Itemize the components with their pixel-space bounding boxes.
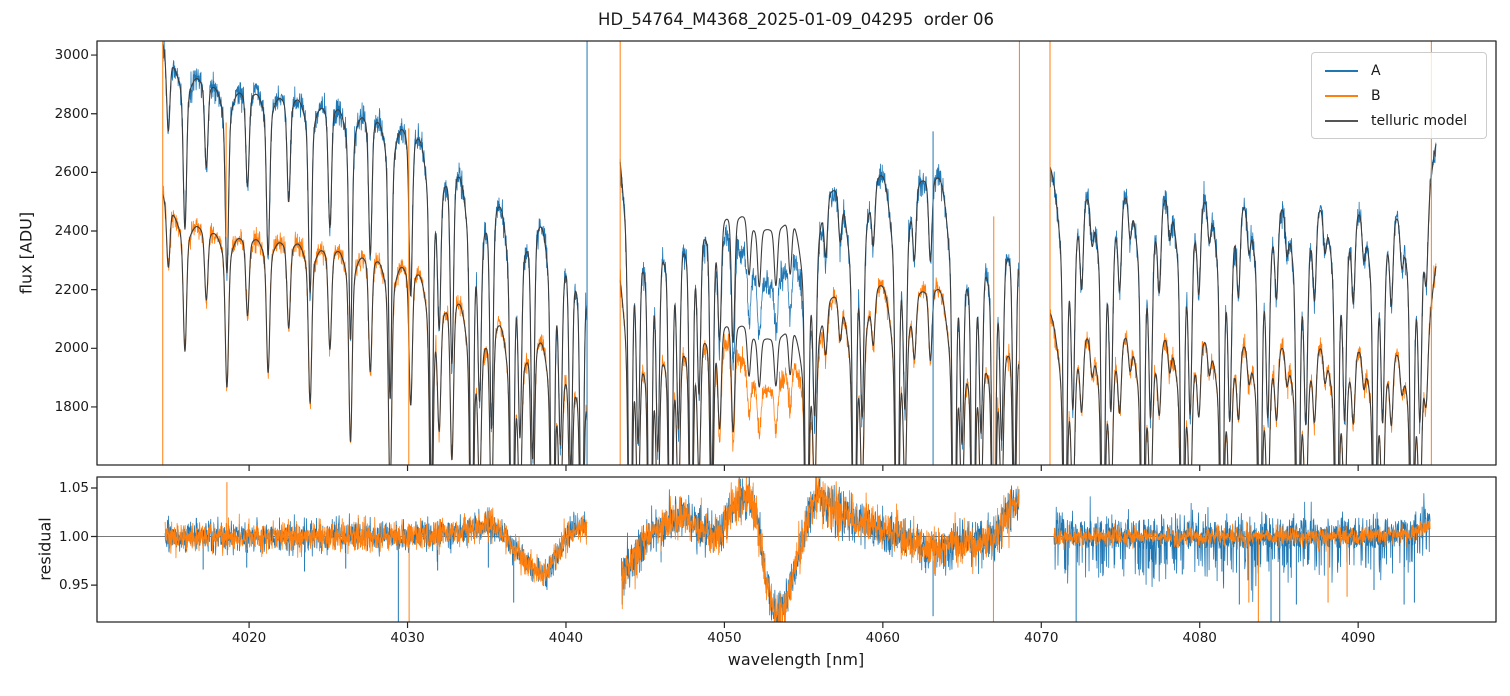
legend-label-B: B [1371,87,1381,104]
flux-y-tick-label: 1800 [54,398,89,415]
flux-y-tick-label: 2600 [54,164,89,181]
legend-entry-A: A [1325,58,1486,83]
x-tick-label: 4020 [231,630,267,646]
flux-y-tick-label: 2000 [54,340,89,357]
flux-y-tick-label: 2200 [54,281,89,298]
x-tick-label: 4090 [1340,630,1376,646]
flux-y-axis-label: flux [ADU] [16,211,36,295]
legend-line-sample-telluric-model [1325,119,1358,122]
x-tick-label: 4080 [1182,630,1217,646]
flux-y-tick-label: 3000 [54,47,89,64]
legend-label-telluric-model: telluric model [1371,112,1468,129]
legend-entry-telluric-model: telluric model [1325,108,1486,133]
flux-y-tick-label: 2400 [54,223,89,239]
legend-line-sample-B [1325,94,1358,97]
residual-y-tick-label: 1.05 [58,479,89,496]
legend-line-sample-A [1325,69,1358,72]
x-tick-label: 4070 [1024,630,1059,646]
chart-title: HD_54764_M4368_2025-01-09_04295 order 06 [598,10,994,29]
residual-y-axis-label: residual [35,517,55,581]
legend-label-A: A [1371,62,1381,79]
flux-y-tick-label: 2800 [54,105,89,122]
x-tick-label: 4060 [865,630,901,646]
x-tick-label: 4040 [548,630,584,646]
x-tick-label: 4050 [707,630,742,646]
x-tick-label: 4030 [390,630,425,646]
residual-y-tick-label: 0.95 [58,577,89,594]
legend: A B telluric model [1311,52,1487,139]
residual-y-tick-label: 1.00 [58,528,89,545]
x-axis-label: wavelength [nm] [727,650,865,669]
legend-entry-B: B [1325,83,1486,108]
